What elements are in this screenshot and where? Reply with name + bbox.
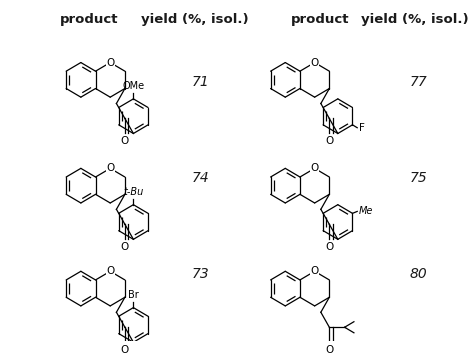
Text: O: O — [325, 345, 334, 354]
Text: O: O — [310, 58, 319, 68]
Text: 80: 80 — [410, 267, 427, 281]
Text: F: F — [359, 123, 365, 133]
Text: O: O — [310, 163, 319, 173]
Text: product: product — [291, 13, 349, 27]
Text: O: O — [121, 345, 129, 354]
Text: O: O — [106, 266, 114, 276]
Text: yield (%, isol.): yield (%, isol.) — [141, 13, 249, 27]
Text: 75: 75 — [410, 171, 427, 185]
Text: O: O — [310, 266, 319, 276]
Text: 77: 77 — [410, 75, 427, 89]
Text: 74: 74 — [192, 171, 210, 185]
Text: Br: Br — [128, 290, 139, 300]
Text: O: O — [325, 242, 334, 252]
Text: O: O — [325, 136, 334, 146]
Text: yield (%, isol.): yield (%, isol.) — [361, 13, 468, 27]
Text: 73: 73 — [192, 267, 210, 281]
Text: O: O — [121, 136, 129, 146]
Text: O: O — [106, 163, 114, 173]
Text: t-Bu: t-Bu — [123, 187, 144, 197]
Text: OMe: OMe — [122, 81, 145, 91]
Text: product: product — [60, 13, 119, 27]
Text: Me: Me — [359, 206, 374, 216]
Text: 71: 71 — [192, 75, 210, 89]
Text: O: O — [121, 242, 129, 252]
Text: O: O — [106, 58, 114, 68]
